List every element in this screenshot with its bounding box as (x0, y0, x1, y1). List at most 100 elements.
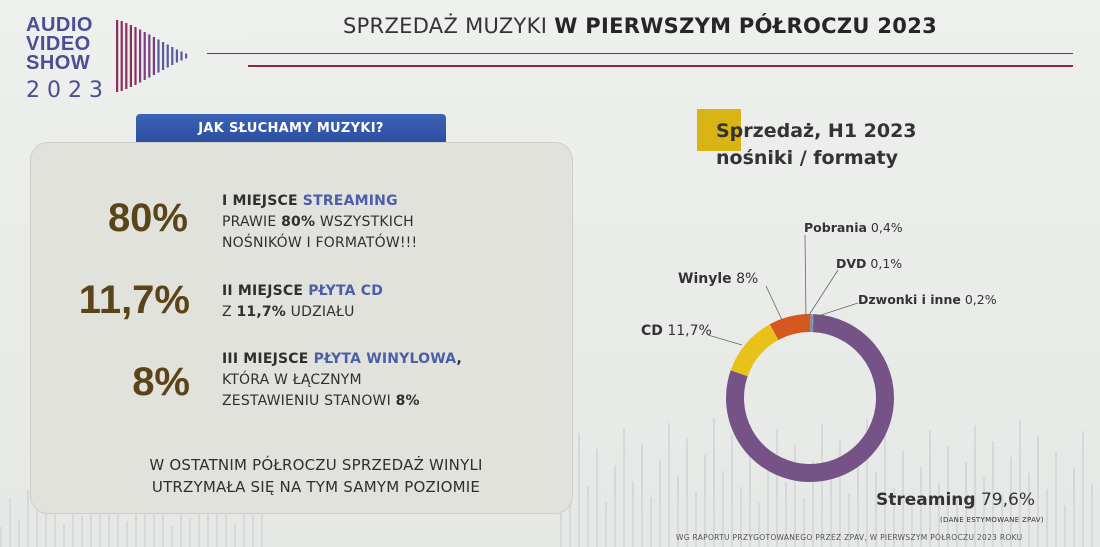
title-accent-square (697, 109, 741, 151)
item-streaming: I MIEJSCE STREAMING PRAWIE 80% WSZYSTKIC… (222, 191, 417, 254)
text: KTÓRA W ŁĄCZNYM (222, 372, 362, 388)
stripe (18, 519, 20, 547)
logo-bar (171, 47, 174, 65)
percent-streaming: 80% (107, 196, 188, 240)
closing-line-1: W OSTATNIM PÓŁROCZU SPRZEDAŻ WINYLI (149, 456, 483, 474)
stripe (0, 527, 2, 547)
label-name: Dzwonki i inne (858, 292, 961, 307)
logo-bar (180, 51, 183, 61)
stripe (641, 444, 643, 547)
label-cd: CD 11,7% (641, 323, 712, 339)
rank-accent: PŁYTA CD (308, 283, 384, 299)
label-value: 8% (736, 271, 759, 287)
stripe (207, 510, 209, 547)
closing-text: W OSTATNIM PÓŁROCZU SPRZEDAŻ WINYLI UTRZ… (96, 454, 536, 498)
logo-bar (162, 42, 165, 70)
stripe (1091, 484, 1093, 547)
stripe (632, 481, 634, 547)
logo-bar (152, 37, 155, 75)
label-value: 79,6% (980, 490, 1035, 510)
donut-segment-streaming (726, 314, 894, 482)
label-value: 0,2% (964, 292, 997, 307)
stripe (929, 430, 931, 547)
stripe (144, 513, 146, 547)
chart-title-line-1: Sprzedaż, H1 2023 (716, 120, 917, 142)
stripe (713, 418, 715, 547)
stripe (605, 502, 607, 547)
stripe (36, 511, 38, 547)
label-name: DVD (836, 256, 867, 271)
stripe (9, 498, 11, 547)
text-bold: 11,7% (236, 304, 287, 320)
slide-title: SPRZEDAŻ MUZYKI W PIERWSZYM PÓŁROCZU 202… (250, 14, 1030, 38)
title-normal: SPRZEDAŻ MUZYKI (342, 14, 555, 38)
text: UDZIAŁU (286, 304, 355, 320)
label-name: Pobrania (804, 220, 867, 235)
label-pobrania: Pobrania 0,4% (804, 220, 903, 235)
logo-bar (134, 27, 137, 85)
audio-video-show-logo: AUDIO VIDEO SHOW 2023 (26, 15, 196, 103)
text: NOŚNIKÓW I FORMATÓW!!! (222, 235, 418, 251)
stripe (614, 465, 616, 547)
label-name: CD (641, 323, 663, 339)
item-vinyl: III MIEJSCE PŁYTA WINYLOWA, KTÓRA W ŁĄCZ… (222, 349, 462, 412)
stripe (668, 423, 670, 547)
info-panel (30, 142, 573, 514)
title-rule-maroon (248, 65, 1073, 67)
percent-vinyl: 8% (132, 360, 190, 404)
label-dvd: DVD 0,1% (836, 256, 902, 271)
logo-soundwave-icon (116, 20, 188, 92)
stripe (234, 523, 236, 547)
stripe (1055, 452, 1057, 547)
text: ZESTAWIENIU STANOWI (222, 393, 396, 409)
label-dzwonki: Dzwonki i inne 0,2% (858, 292, 997, 307)
logo-bar (116, 20, 119, 92)
source-footer: WG RAPORTU PRZYGOTOWANEGO PRZEZ ZPAV, W … (676, 533, 1023, 542)
logo-year: 2023 (26, 78, 110, 103)
logo-bar (148, 34, 151, 78)
stripe (1037, 436, 1039, 547)
rank-accent: PŁYTA WINYLOWA (313, 351, 457, 367)
donut-segment-winyle (769, 314, 811, 341)
rank-label: II MIEJSCE (222, 283, 309, 299)
label-name: Winyle (678, 271, 732, 287)
logo-bar (125, 23, 128, 89)
donut-segment-cd (730, 324, 779, 377)
label-value: 0,4% (870, 220, 903, 235)
stripe (81, 516, 83, 547)
chart-title-line-2: nośniki / formaty (716, 147, 899, 169)
title-rule-blue (207, 53, 1073, 54)
stripe (126, 521, 128, 547)
rank-accent: STREAMING (302, 193, 398, 209)
text: Z (222, 304, 237, 320)
stripe (1064, 505, 1066, 547)
stripe (1046, 489, 1048, 547)
stripe (1082, 431, 1084, 547)
item-cd: II MIEJSCE PŁYTA CD Z 11,7% UDZIAŁU (222, 281, 383, 323)
logo-bar (120, 21, 123, 91)
text-bold: 8% (395, 393, 420, 409)
logo-line-2: VIDEO (26, 33, 91, 55)
text: WSZYSTKICH (315, 214, 414, 230)
stripe (974, 425, 976, 547)
estimate-note: (DANE ESTYMOWANE ZPAV) (940, 516, 1044, 524)
stripe (252, 515, 254, 547)
stripe (171, 526, 173, 547)
logo-bar (175, 49, 178, 63)
label-streaming: Streaming 79,6% (876, 490, 1035, 510)
stripe (1028, 473, 1030, 547)
stripe (1073, 468, 1075, 547)
chart-title: Sprzedaż, H1 2023 nośniki / formaty (716, 118, 917, 172)
stripe (587, 486, 589, 547)
logo-line-3: SHOW (26, 52, 91, 74)
label-value: 0,1% (870, 256, 903, 271)
logo-bar (139, 29, 142, 83)
logo-bar (129, 25, 132, 87)
text-bold: 80% (281, 214, 316, 230)
stripe (27, 490, 29, 547)
stripe (578, 433, 580, 547)
closing-line-2: UTRZYMAŁA SIĘ NA TYM SAMYM POZIOMIE (151, 478, 481, 496)
label-value: 11,7% (667, 323, 712, 339)
percent-cd: 11,7% (78, 278, 190, 322)
title-bold: W PIERWSZYM PÓŁROCZU 2023 (554, 14, 938, 38)
